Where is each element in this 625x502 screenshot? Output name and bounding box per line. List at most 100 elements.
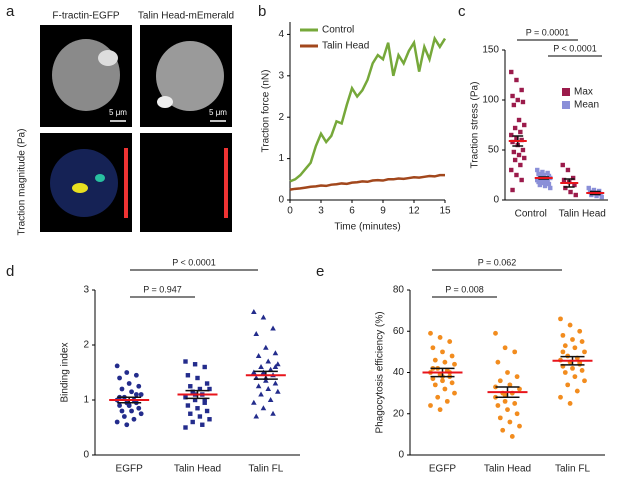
dot xyxy=(251,399,257,405)
dot xyxy=(114,419,120,425)
dot xyxy=(263,377,269,383)
p-value: P = 0.0001 xyxy=(526,27,570,37)
dot xyxy=(573,192,578,198)
dot xyxy=(514,411,520,417)
dot xyxy=(185,403,191,408)
dot xyxy=(265,358,272,364)
dot xyxy=(512,157,518,163)
dot xyxy=(546,181,552,187)
dot xyxy=(133,372,139,378)
y-tick-label: 50 xyxy=(488,145,500,156)
dot xyxy=(565,382,571,388)
y-tick-label: 0 xyxy=(398,450,404,461)
dot xyxy=(579,368,585,373)
dot xyxy=(540,169,545,175)
dot xyxy=(558,394,563,400)
dot xyxy=(522,155,527,161)
dot xyxy=(437,335,443,340)
dot xyxy=(129,408,134,414)
dot xyxy=(567,322,573,328)
dot xyxy=(509,132,514,138)
dot xyxy=(251,309,257,314)
dot xyxy=(568,189,573,195)
line xyxy=(289,173,445,191)
dot xyxy=(579,339,585,344)
y-tick-label: 0 xyxy=(493,195,499,206)
x-tick-label: EGFP xyxy=(116,464,144,475)
p-value: P < 0.0001 xyxy=(553,43,597,53)
dot xyxy=(572,345,578,351)
dot xyxy=(275,388,281,394)
dot xyxy=(207,417,212,422)
dot xyxy=(272,364,279,369)
dot xyxy=(586,185,591,191)
dot xyxy=(542,183,548,189)
y-tick-label: 2 xyxy=(278,112,284,123)
dot xyxy=(582,378,587,384)
dot xyxy=(545,170,550,176)
dot xyxy=(509,69,514,75)
dot xyxy=(430,376,436,382)
dot xyxy=(514,77,519,83)
dot xyxy=(522,122,527,128)
dot xyxy=(265,386,272,391)
legend-swatch xyxy=(562,101,570,109)
x-tick-label: 15 xyxy=(439,206,451,217)
dot xyxy=(574,388,580,394)
dot xyxy=(567,401,573,406)
cell xyxy=(52,39,120,111)
dot xyxy=(516,117,522,123)
dot xyxy=(570,337,575,342)
dot xyxy=(197,386,203,392)
y-tick-label: 0 xyxy=(278,195,284,206)
y-tick-label: 80 xyxy=(393,285,405,296)
dot xyxy=(577,328,583,334)
dot xyxy=(572,374,578,380)
dot xyxy=(272,350,279,356)
dot xyxy=(562,370,568,375)
dot xyxy=(202,400,207,405)
dot xyxy=(509,434,515,439)
dot xyxy=(511,102,517,108)
dot xyxy=(430,345,436,351)
dot xyxy=(517,423,522,429)
dot xyxy=(520,99,526,105)
colorbar xyxy=(224,148,228,218)
dot xyxy=(129,389,134,395)
x-tick-label: 3 xyxy=(318,206,324,217)
dot xyxy=(517,386,522,392)
dot xyxy=(440,349,445,355)
dot xyxy=(260,314,267,320)
dot xyxy=(204,408,210,414)
dot xyxy=(202,397,207,403)
dot xyxy=(512,125,518,131)
dot xyxy=(444,398,450,404)
dot xyxy=(440,378,445,384)
dot xyxy=(591,187,597,193)
y-tick-label: 4 xyxy=(278,29,284,40)
dot xyxy=(195,406,200,411)
dot xyxy=(117,403,122,408)
image xyxy=(140,133,232,232)
dot xyxy=(192,397,198,403)
dot xyxy=(119,408,125,414)
dot xyxy=(136,405,142,411)
dot xyxy=(560,349,566,355)
line xyxy=(289,35,447,183)
dot xyxy=(570,365,575,371)
legend-label: Mean xyxy=(574,100,599,111)
x-tick-label: Talin Head xyxy=(484,464,531,475)
y-axis-label: Binding index xyxy=(60,342,71,402)
legend-label: Talin Head xyxy=(322,41,369,52)
dot xyxy=(594,193,599,199)
dot xyxy=(442,359,448,365)
dot xyxy=(200,422,205,427)
dot xyxy=(447,339,453,344)
y-tick-label: 60 xyxy=(393,326,405,337)
dot xyxy=(561,177,567,183)
dot xyxy=(119,386,125,392)
x-tick-label: 12 xyxy=(408,206,420,217)
dot xyxy=(432,357,438,363)
dot xyxy=(255,353,262,358)
